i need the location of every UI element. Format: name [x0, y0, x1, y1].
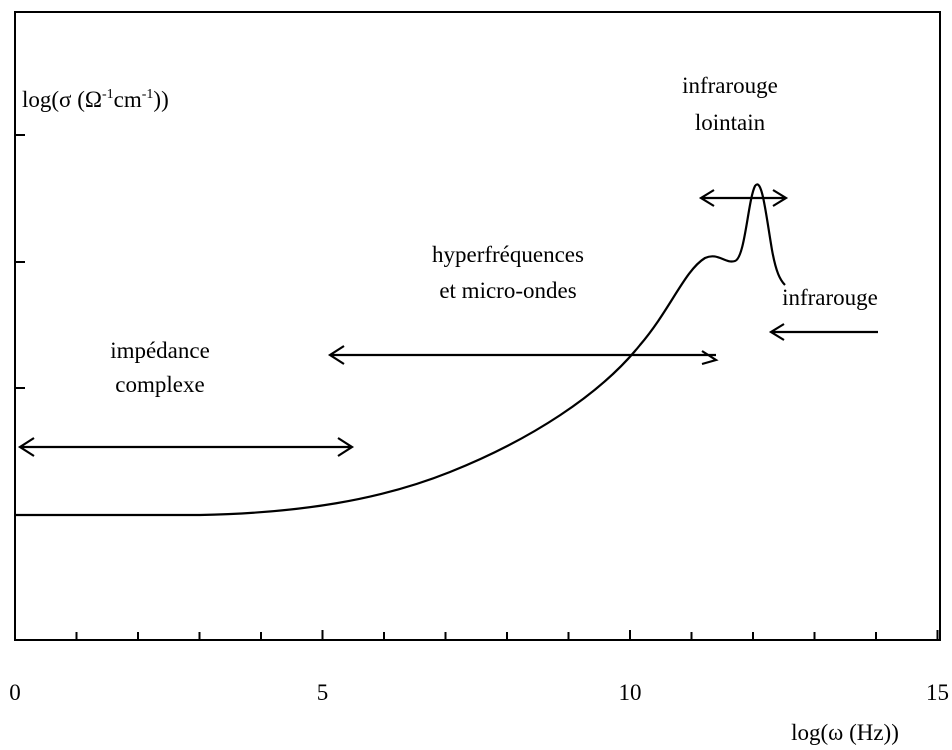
- plot-frame: [14, 11, 941, 641]
- y-label-part: -1: [102, 87, 114, 102]
- annotation: lointain: [695, 110, 766, 135]
- arrow-infrared: [768, 323, 878, 341]
- y-label-part: -1: [142, 87, 154, 102]
- y-label-part: cm: [114, 87, 142, 112]
- arrows: [17, 189, 878, 457]
- x-tick-label: 0: [9, 680, 21, 705]
- annotation: complexe: [115, 372, 204, 397]
- x-tick-label: 10: [619, 680, 642, 705]
- conductivity-curve: [15, 183, 786, 517]
- x-axis-label: log(ω (Hz)): [791, 720, 899, 745]
- annotation: infrarouge: [682, 73, 778, 98]
- y-label-part: )): [153, 87, 168, 112]
- annotation: et micro-ondes: [439, 278, 576, 303]
- annotation: hyperfréquences: [432, 242, 584, 267]
- arrow-far-infrared: [698, 189, 789, 207]
- y-ticks: [15, 134, 25, 516]
- x-tick-label: 5: [317, 680, 329, 705]
- annotation: infrarouge: [782, 285, 878, 310]
- arrow-impedance: [17, 437, 355, 457]
- arrow-microwave: [327, 345, 719, 366]
- annotation: impédance: [110, 338, 210, 363]
- x-tick-label: 15: [926, 680, 949, 705]
- y-label-part: log(σ (Ω: [22, 87, 102, 112]
- y-axis-label: log(σ (Ω-1cm-1)): [22, 87, 169, 112]
